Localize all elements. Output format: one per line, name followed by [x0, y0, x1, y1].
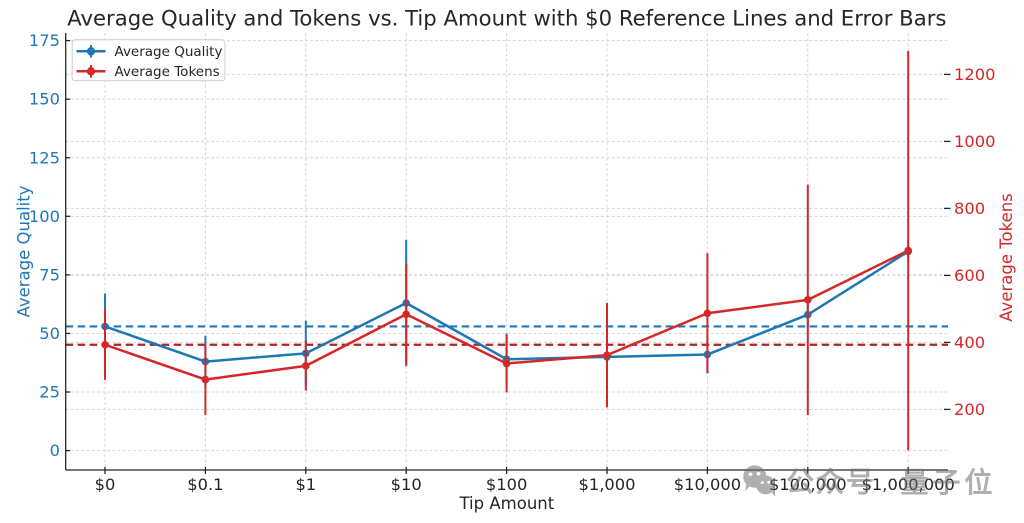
watermark-small-bubble: [755, 475, 776, 497]
y-right-tick-label: 1000: [954, 132, 995, 151]
x-tick-label: $0: [95, 475, 116, 494]
x-tick-label: $100: [486, 475, 527, 494]
legend-tokens-marker: [86, 67, 96, 76]
legend-quality-label: Average Quality: [115, 44, 223, 60]
x-tick-label: $10,000: [674, 475, 741, 494]
watermark-text-liangziwei: 量子位: [900, 466, 996, 499]
y-left-tick-label: 50: [39, 324, 60, 343]
tokens-point: [402, 310, 411, 319]
axes: 0 25 50 75 100 125 150 175 200 400 600 800 1000 1200 $…: [29, 31, 996, 494]
x-tick-label: $100,000: [769, 475, 847, 494]
x-tick-label: $0.1: [187, 475, 223, 494]
y-right-tick-label: 1200: [954, 65, 995, 84]
y-left-axis-label: Average Quality: [15, 185, 34, 317]
tokens-point: [603, 351, 611, 359]
legend-item-average-tokens: Average Tokens: [76, 64, 220, 80]
y-left-tick-label: 75: [39, 265, 60, 284]
x-tick-label: $1,000: [579, 475, 636, 494]
legend-tokens-label: Average Tokens: [115, 64, 220, 80]
y-left-tick-label: 25: [39, 383, 60, 402]
watermark-eye: [756, 472, 761, 476]
y-left-tick-label: 150: [29, 90, 60, 109]
series-tokens: [101, 50, 912, 451]
x-tick-label: $10: [391, 475, 422, 494]
watermark: 公众号 量子位: [743, 465, 996, 499]
tokens-point: [502, 359, 511, 368]
y-right-tick-label: 800: [954, 199, 985, 218]
watermark-text-gongzhonghao: 公众号: [786, 466, 876, 499]
legend-item-average-quality: Average Quality: [76, 44, 223, 60]
legend-quality-marker: [86, 47, 96, 56]
chart-title: Average Quality and Tokens vs. Tip Amoun…: [67, 6, 946, 31]
watermark-eye: [748, 472, 753, 476]
watermark-eye: [767, 480, 771, 484]
wechat-bubbles-icon: [743, 465, 776, 497]
watermark-eye: [760, 481, 764, 484]
x-tick-label: $1,000,000: [862, 475, 955, 494]
y-left-tick-label: 175: [29, 31, 60, 50]
y-right-tick-label: 600: [954, 266, 985, 285]
y-right-axis-label: Average Tokens: [997, 193, 1016, 322]
y-left-tick-label: 0: [50, 441, 60, 460]
y-right-tick-label: 200: [954, 400, 985, 419]
tokens-point: [302, 362, 310, 370]
x-tick-label: $1: [295, 475, 316, 494]
y-left-tick-label: 125: [29, 148, 60, 167]
legend: Average Quality Average Tokens: [71, 39, 226, 82]
y-right-tick-label: 400: [954, 333, 985, 352]
reference-lines: [65, 325, 948, 346]
tokens-point: [201, 375, 210, 384]
legend-box: [71, 39, 226, 82]
data-series: [101, 50, 912, 451]
y-left-tick-label: 100: [29, 207, 60, 226]
tokens-point: [101, 340, 109, 349]
tokens-point: [703, 309, 712, 318]
x-axis-label: Tip Amount: [458, 494, 554, 513]
tokens-point: [904, 246, 912, 255]
tokens-point: [804, 296, 812, 304]
grid-lines: [65, 33, 948, 470]
